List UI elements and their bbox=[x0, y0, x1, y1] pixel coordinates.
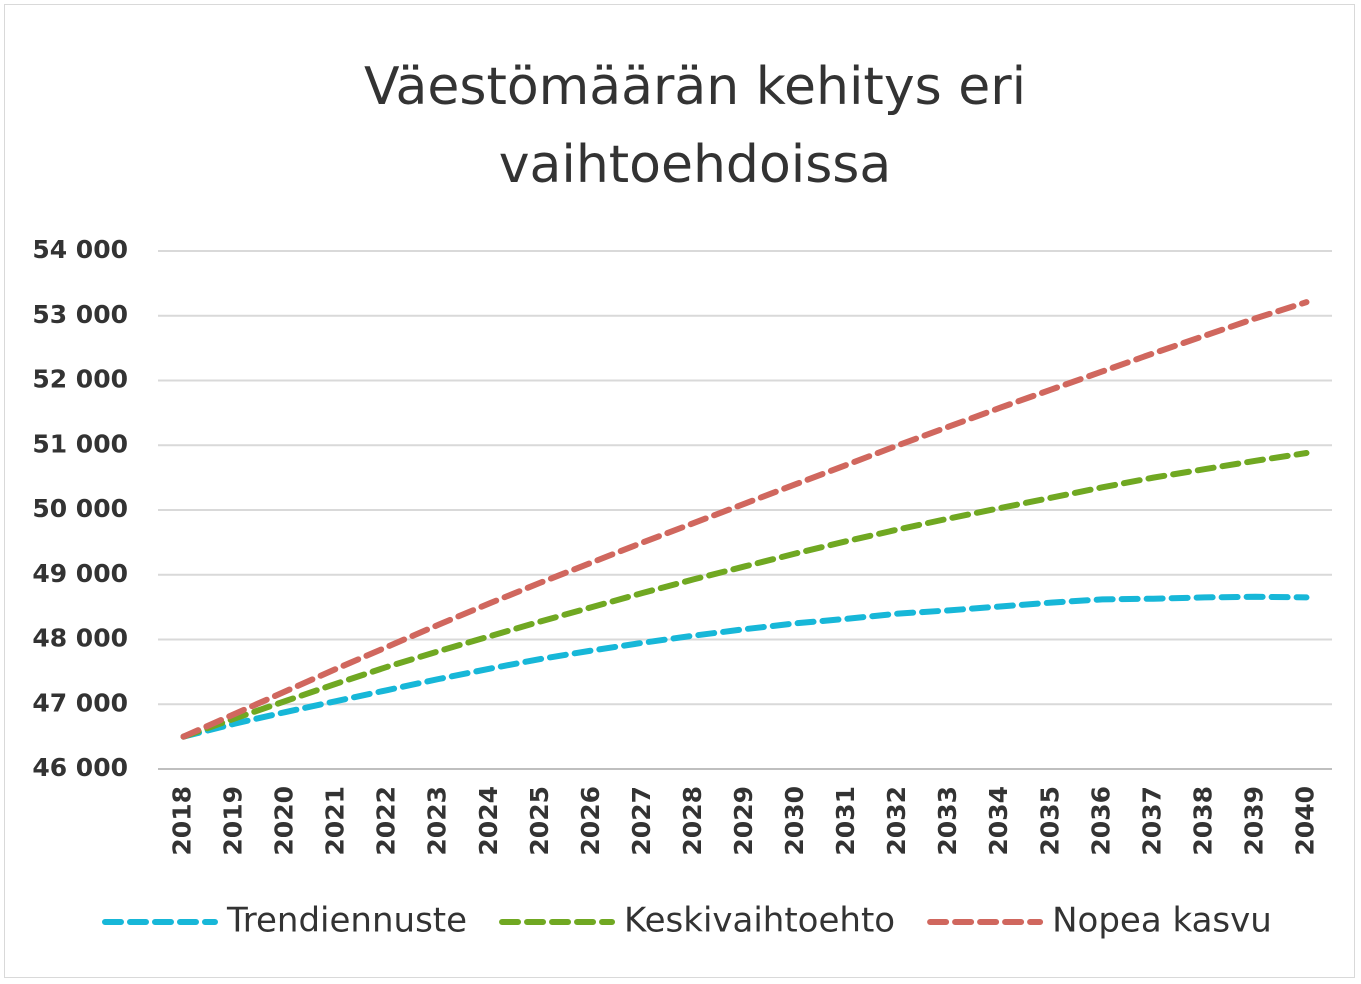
y-tick-label: 51 000 bbox=[32, 429, 128, 458]
chart-title: Väestömäärän kehitys eri vaihtoehdoissa bbox=[363, 57, 1027, 195]
x-tick-label: 2018 bbox=[168, 786, 197, 856]
legend: Trendiennuste Keskivaihtoehto Nopea kasvu bbox=[102, 901, 1272, 941]
y-tick-label: 48 000 bbox=[32, 624, 128, 653]
x-tick-label: 2020 bbox=[270, 786, 299, 856]
x-tick-label: 2030 bbox=[780, 786, 809, 856]
x-tick-label: 2023 bbox=[423, 786, 452, 856]
y-tick-label: 47 000 bbox=[32, 688, 128, 717]
y-tick-label: 49 000 bbox=[32, 559, 128, 588]
x-tick-label: 2027 bbox=[627, 786, 656, 856]
series-line bbox=[180, 593, 1310, 740]
x-tick-label: 2025 bbox=[525, 786, 554, 856]
x-tick-label: 2036 bbox=[1086, 786, 1115, 856]
x-tick-label: 2029 bbox=[729, 786, 758, 856]
chart-frame bbox=[4, 4, 1355, 978]
x-tick-label: 2037 bbox=[1137, 786, 1166, 856]
y-tick-label: 52 000 bbox=[32, 365, 128, 394]
y-tick-label: 50 000 bbox=[32, 494, 128, 523]
y-tick-label: 46 000 bbox=[32, 753, 128, 782]
y-tick-label: 54 000 bbox=[32, 235, 128, 264]
legend-label: Trendiennuste bbox=[226, 901, 467, 941]
x-tick-label: 2024 bbox=[474, 786, 503, 856]
x-tick-label: 2035 bbox=[1035, 786, 1064, 856]
x-tick-label: 2019 bbox=[219, 786, 248, 856]
x-tick-label: 2033 bbox=[933, 786, 962, 856]
x-tick-label: 2039 bbox=[1239, 786, 1268, 856]
x-tick-label: 2034 bbox=[984, 786, 1013, 856]
x-tick-label: 2038 bbox=[1188, 786, 1217, 856]
x-tick-label: 2032 bbox=[882, 786, 911, 856]
legend-label: Nopea kasvu bbox=[1052, 901, 1272, 941]
x-tick-label: 2028 bbox=[678, 786, 707, 856]
y-tick-label: 53 000 bbox=[32, 300, 128, 329]
x-tick-label: 2031 bbox=[831, 786, 860, 856]
series-line bbox=[180, 299, 1310, 740]
x-tick-label: 2021 bbox=[321, 786, 350, 856]
x-tick-label: 2040 bbox=[1290, 786, 1319, 856]
x-tick-label: 2022 bbox=[372, 786, 401, 856]
x-tick-label: 2026 bbox=[576, 786, 605, 856]
legend-label: Keskivaihtoehto bbox=[624, 901, 895, 941]
series-line bbox=[180, 450, 1310, 740]
